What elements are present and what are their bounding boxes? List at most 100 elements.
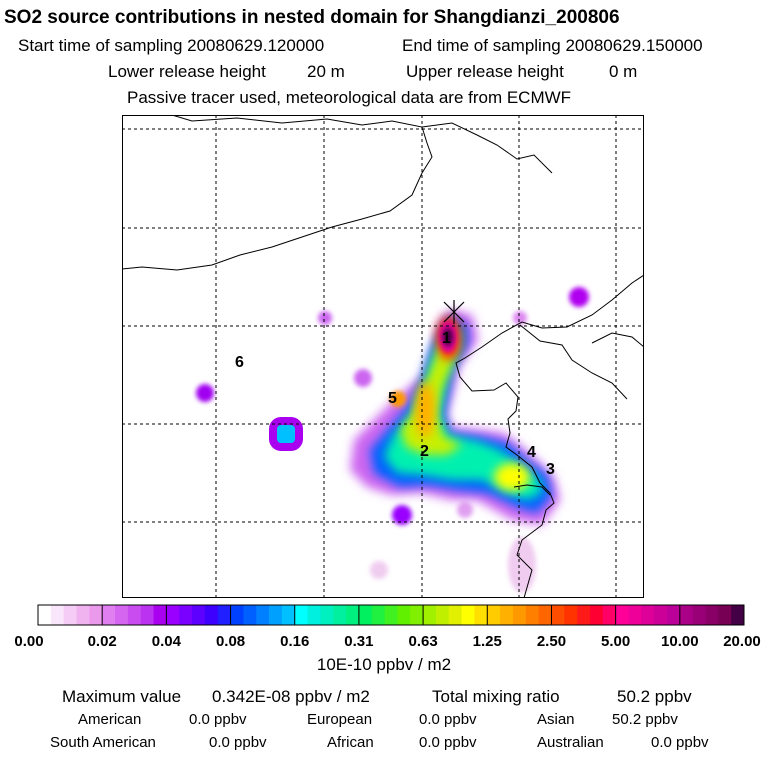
plume-peak [443,328,453,346]
colorbar-tick-label: 10.00 [661,633,699,650]
patch-far-south [370,561,388,579]
concentration-field [196,287,589,593]
lower-release-label: Lower release height [108,62,266,81]
upper-release-value: 0 m [609,62,638,81]
map-background [122,115,644,598]
max-value: 0.342E-08 ppbv / m2 [212,687,370,706]
region-south-american-value: 0.0 ppbv [209,734,267,751]
colorbar-swatch [230,605,244,625]
colorbar-swatch [551,605,565,625]
source-label-6: 6 [235,354,244,371]
region-asian-name: Asian [537,711,575,728]
colorbar-swatch [448,605,462,625]
plume-green [384,323,542,500]
colorbar-swatch [615,605,629,625]
source-label-3: 3 [546,461,555,478]
plume-yellow-east [494,463,530,491]
colorbar-tick-label: 0.31 [344,633,373,650]
total-mixing-label: Total mixing ratio [432,687,560,706]
colorbar-swatch [153,605,167,625]
colorbar-swatch [179,605,193,625]
colorbar-swatch [333,605,347,625]
colorbar-swatch [269,605,283,625]
colorbar-swatch [397,605,411,625]
colorbar-swatches [38,605,745,625]
source-label-5: 5 [388,390,397,407]
colorbar-swatch [281,605,296,625]
colorbar-tick-label: 0.63 [408,633,437,650]
colorbar-tick-label: 2.50 [537,633,566,650]
plume-orange-small [390,391,406,407]
colorbar-swatch [384,605,398,625]
patch-east [569,287,589,307]
region-african-value: 0.0 ppbv [419,734,477,751]
plume-orange [415,382,435,438]
upper-release-label: Upper release height [406,62,564,81]
colorbar-swatch [500,605,514,625]
source-label-2: 2 [420,443,429,460]
region-european-value: 0.0 ppbv [419,711,477,728]
colorbar-swatch [102,605,116,625]
colorbar: 0.00 0.02 0.04 0.08 0.16 0.31 0.63 1.25 2.50 5.00… [14,604,761,650]
colorbar-swatch [63,605,77,625]
coastline-northeast-b [591,332,644,348]
colorbar-swatch [718,605,732,625]
patch-north [318,311,332,325]
region-american-name: American [78,711,142,728]
colorbar-swatch [115,605,129,625]
colorbar-swatch [50,605,65,625]
coastline-north [122,115,433,271]
coastline-north-east [421,122,553,174]
patch-northeast [513,311,527,325]
region-european-name: European [307,711,373,728]
colorbar-swatch [602,605,617,625]
colorbar-swatch [320,605,334,625]
colorbar-swatch [512,605,527,625]
region-south-american-name: South American [50,734,156,751]
colorbar-swatch [538,605,552,625]
colorbar-units-label: 10E-10 ppbv / m2 [316,655,452,674]
colorbar-tick-label: 0.16 [280,633,309,650]
colorbar-swatch [461,605,475,625]
colorbar-swatch [307,605,321,625]
colorbar-tick-label: 0.02 [88,633,117,650]
end-time-label: End time of sampling 20080629.150000 [402,36,703,55]
colorbar-swatch [127,605,142,625]
colorbar-swatch [525,605,540,625]
colorbar-swatch [89,605,103,625]
colorbar-swatch [76,605,90,625]
colorbar-tick-label: 5.00 [601,633,630,650]
colorbar-swatch [654,605,668,625]
map-frame [122,115,644,598]
patch-south [392,505,412,525]
colorbar-swatch [140,605,154,625]
source-contribution-map: 1 2 3 4 5 6 [122,115,644,598]
colorbar-swatch [589,605,604,625]
colorbar-swatch [487,605,501,625]
region-asian-value: 50.2 ppbv [612,711,678,728]
max-value-label: Maximum value [62,687,182,706]
coastline-east [455,274,644,598]
start-time-label: Start time of sampling 20080629.120000 [18,36,325,55]
colorbar-swatch [371,605,385,625]
colorbar-swatch [692,605,706,625]
colorbar-swatch [641,605,655,625]
colorbar-swatch [435,605,450,625]
colorbar-swatch [731,605,745,625]
colorbar-tick-label: 0.00 [14,633,43,650]
colorbar-frame [37,604,745,626]
coastline-northeast-a [519,324,628,400]
colorbar-swatch [358,605,373,625]
colorbar-swatch [166,605,180,625]
colorbar-tick-label: 0.08 [216,633,245,650]
colorbar-tick-labels: 0.00 0.02 0.04 0.08 0.16 0.31 0.63 1.25 2.50 5.00… [14,633,760,650]
patch-isolated-blue [269,417,303,451]
region-australian-value: 0.0 ppbv [651,734,709,751]
patch-south-faint [457,502,473,518]
colorbar-swatch [423,605,437,625]
colorbar-tick-label: 1.25 [473,633,502,650]
colorbar-swatch [666,605,681,625]
patch-center-west [354,369,372,387]
colorbar-tick-label: 0.04 [152,633,182,650]
colorbar-swatch [346,605,360,625]
